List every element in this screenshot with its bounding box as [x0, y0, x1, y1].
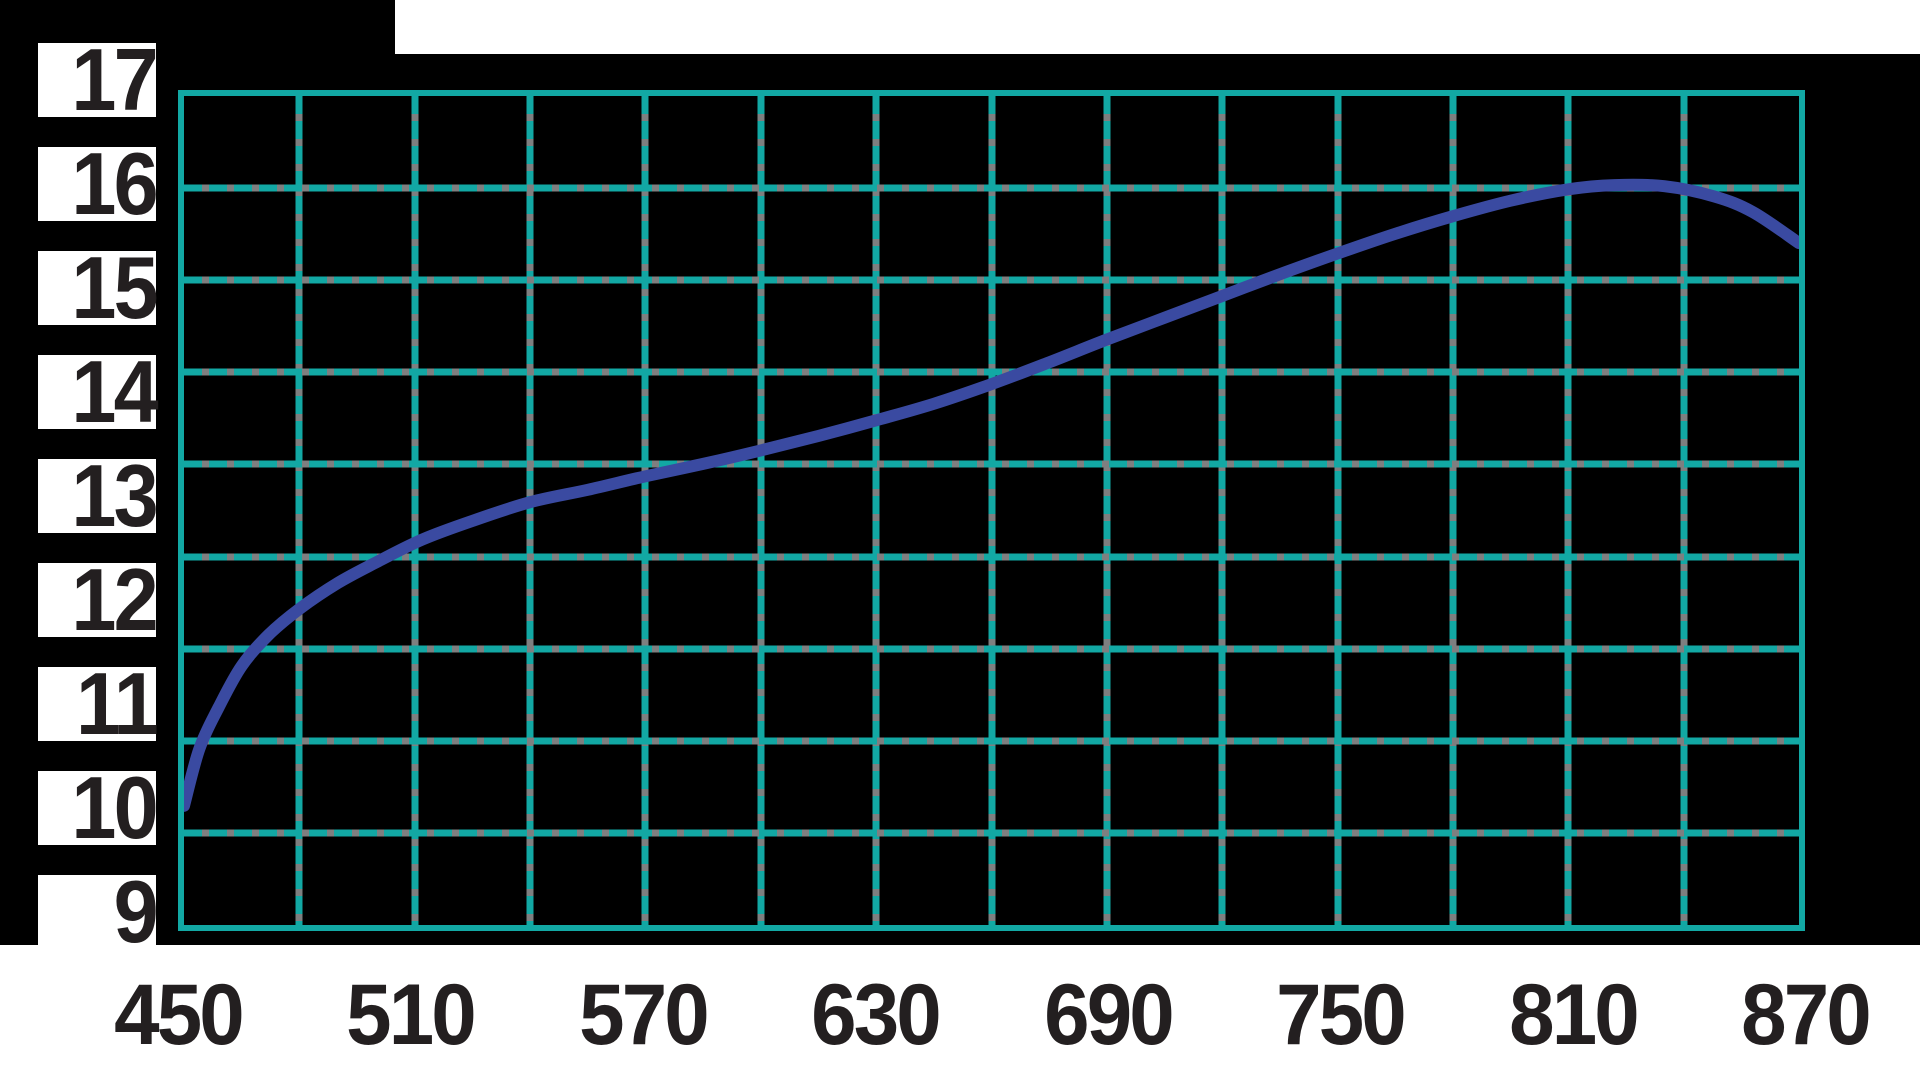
- y-tick-label: 11: [75, 654, 159, 753]
- vertical-gridline: [411, 96, 419, 925]
- vertical-gridline: [872, 96, 880, 925]
- vertical-gridline: [1449, 96, 1457, 925]
- horizontal-gridline: [184, 645, 1799, 653]
- y-tick-label: 16: [71, 134, 158, 233]
- vertical-gridline: [757, 96, 765, 925]
- horizontal-gridline: [184, 553, 1799, 561]
- y-tick-patch: 11: [38, 654, 159, 753]
- y-tick-label: 9: [113, 862, 159, 961]
- y-tick-label: 10: [71, 758, 158, 857]
- y-tick-label: 17: [71, 30, 158, 129]
- bottom-white-band: [0, 945, 1920, 1080]
- horizontal-gridline: [184, 460, 1799, 468]
- plot-area: [178, 90, 1805, 931]
- y-tick-patch: 17: [38, 30, 159, 129]
- x-tick-label: 570: [578, 967, 710, 1063]
- horizontal-gridline: [184, 737, 1799, 745]
- vertical-gridline: [1218, 96, 1226, 925]
- horizontal-gridline: [184, 276, 1799, 284]
- vertical-gridline: [1680, 96, 1688, 925]
- vertical-gridline: [526, 96, 534, 925]
- y-tick-label: 12: [71, 550, 158, 649]
- y-tick-label: 15: [71, 238, 158, 337]
- x-tick-label: 870: [1741, 967, 1872, 1063]
- y-tick-patch: 9: [38, 862, 159, 961]
- vertical-gridline: [641, 96, 649, 925]
- y-tick-patch: 14: [38, 342, 159, 441]
- vertical-gridline: [988, 96, 995, 925]
- vertical-gridline: [1103, 96, 1111, 925]
- y-tick-patch: 12: [38, 550, 159, 649]
- x-tick-label: 690: [1043, 967, 1175, 1063]
- top-white-band: [395, 0, 1920, 54]
- x-tick-label: 810: [1508, 967, 1640, 1063]
- x-tick-label: 450: [114, 967, 245, 1063]
- horizontal-gridline: [184, 829, 1799, 837]
- y-tick-patch: 13: [38, 446, 159, 545]
- y-tick-label: 14: [71, 342, 158, 441]
- response-curve: [184, 178, 1799, 812]
- x-tick-label: 630: [811, 967, 942, 1063]
- horizontal-gridline: [184, 368, 1799, 376]
- vertical-gridline: [295, 96, 303, 925]
- vertical-gridline: [1564, 96, 1572, 925]
- x-tick-label: 750: [1276, 967, 1407, 1063]
- y-tick-patch: 10: [38, 758, 159, 857]
- y-tick-patch: 16: [38, 134, 159, 233]
- y-tick-label: 13: [71, 446, 158, 545]
- y-tick-patch: 15: [38, 238, 159, 337]
- horizontal-gridline: [184, 184, 1799, 192]
- data-curve-svg: [184, 178, 1799, 812]
- x-tick-label: 510: [346, 967, 478, 1063]
- vertical-gridline: [1334, 96, 1342, 925]
